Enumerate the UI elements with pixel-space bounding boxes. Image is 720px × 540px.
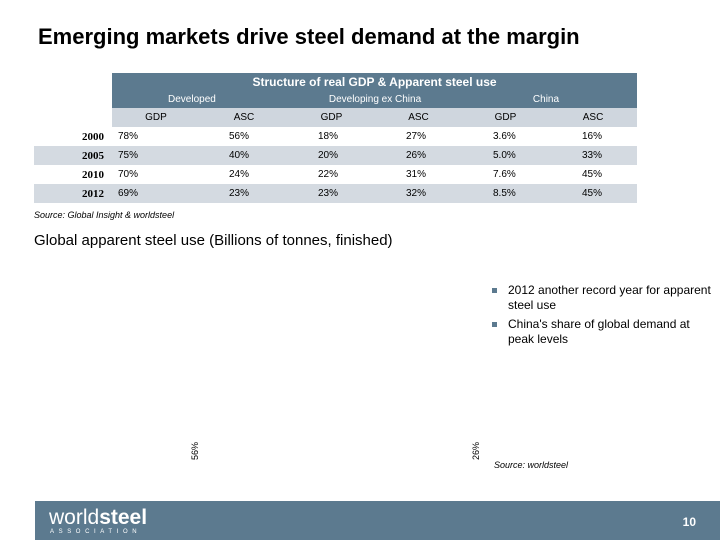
group-developed: Developed	[112, 90, 288, 108]
footer-bar: worldsteel ASSOCIATION 10	[35, 501, 720, 540]
column-header: ASC	[549, 108, 638, 127]
table-cell: 20%	[288, 146, 375, 165]
column-header: ASC	[200, 108, 288, 127]
column-header: ASC	[375, 108, 462, 127]
table-cell: 24%	[229, 169, 250, 180]
worldsteel-logo: worldsteel	[49, 507, 147, 528]
row-year: 2005	[34, 146, 112, 165]
table-cell: 5.0%	[462, 146, 549, 165]
table-cell: 70%	[118, 169, 139, 180]
table-cell: 33%	[549, 146, 638, 165]
chart-source: Source: worldsteel	[494, 460, 569, 470]
table-cell: 8.5%	[462, 184, 549, 203]
table-cell: 32%	[375, 184, 462, 203]
table-cell: 27%	[406, 131, 427, 142]
table-row: 2010 70% 24% 22% 31% 7.6% 45%	[34, 165, 637, 184]
table-cell: 18%	[318, 131, 339, 142]
group-spacer	[34, 90, 112, 108]
bullet-list: 2012 another record year for apparent st…	[492, 283, 712, 351]
chart-share-label-left: 56%	[190, 441, 200, 460]
logo-subtitle: ASSOCIATION	[50, 529, 142, 535]
table-title-row: Structure of real GDP & Apparent steel u…	[34, 73, 638, 90]
table-cell: 45%	[549, 184, 638, 203]
chart-share-label-right: 26%	[471, 441, 481, 460]
row-year: 2012	[34, 184, 112, 203]
row-year: 2000	[34, 127, 112, 146]
table-title-spacer	[34, 73, 112, 90]
table-source: Source: Global Insight & worldsteel	[34, 210, 175, 220]
table-row: 2012 69% 23% 23% 32% 8.5% 45%	[34, 184, 638, 203]
gdp-steel-table: Structure of real GDP & Apparent steel u…	[34, 73, 638, 203]
column-header: GDP	[462, 108, 549, 127]
group-china: China	[462, 90, 638, 108]
table-row: 2005 75% 40% 20% 26% 5.0% 33%	[34, 146, 638, 165]
row-year: 2010	[34, 165, 112, 184]
table-cell: 26%	[375, 146, 462, 165]
table-cell: 16%	[582, 131, 603, 142]
bullet-item: 2012 another record year for apparent st…	[492, 283, 712, 313]
chart-title: Global apparent steel use (Billions of t…	[34, 232, 393, 249]
table-row: 2000 78% 56% 18% 27% 3.6% 16%	[34, 127, 637, 146]
column-header: GDP	[112, 108, 200, 127]
table-cell: 40%	[200, 146, 288, 165]
logo-text-light: world	[49, 506, 100, 529]
table-title: Structure of real GDP & Apparent steel u…	[112, 73, 638, 90]
slide-title: Emerging markets drive steel demand at t…	[38, 24, 580, 49]
logo-text-bold: steel	[99, 506, 148, 529]
table-cell: 78%	[118, 131, 139, 142]
table-cell: 56%	[229, 131, 250, 142]
table-cell: 3.6%	[493, 131, 516, 142]
table-cell: 22%	[318, 169, 339, 180]
table-cell: 75%	[112, 146, 200, 165]
table-cell: 31%	[406, 169, 427, 180]
table-column-row: GDP ASC GDP ASC GDP ASC	[34, 108, 638, 127]
table-group-row: Developed Developing ex China China	[34, 90, 638, 108]
column-spacer	[34, 108, 112, 127]
bullet-item: China's share of global demand at peak l…	[492, 317, 712, 347]
page-number: 10	[682, 515, 696, 529]
table-cell: 23%	[200, 184, 288, 203]
table-cell: 23%	[288, 184, 375, 203]
column-header: GDP	[288, 108, 375, 127]
table-cell: 69%	[112, 184, 200, 203]
group-developing-ex-china: Developing ex China	[288, 90, 462, 108]
table-cell: 7.6%	[493, 169, 516, 180]
table-cell: 45%	[582, 169, 603, 180]
